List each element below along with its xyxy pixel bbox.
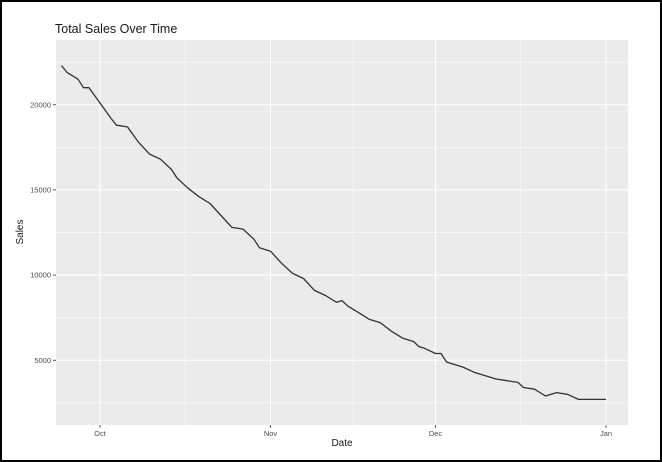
x-axis-title: Date [331,438,353,449]
x-tick-label: Nov [264,429,278,438]
y-tick-label: 20000 [30,100,51,109]
x-axis: Oct Nov Dec Jan [94,425,612,438]
y-tick-label: 10000 [30,271,51,280]
y-axis-title: Sales [15,219,26,244]
x-tick-label: Oct [94,429,107,438]
y-tick-label: 5000 [34,356,51,365]
y-tick-label: 15000 [30,186,51,195]
x-tick-label: Jan [600,429,612,438]
series-layer [60,65,606,401]
x-tick-label: Dec [429,429,443,438]
y-axis: 5000 10000 15000 20000 [30,100,56,365]
chart-title: Total Sales Over Time [55,22,177,36]
sales-line [60,65,606,401]
gridlines [56,40,628,425]
